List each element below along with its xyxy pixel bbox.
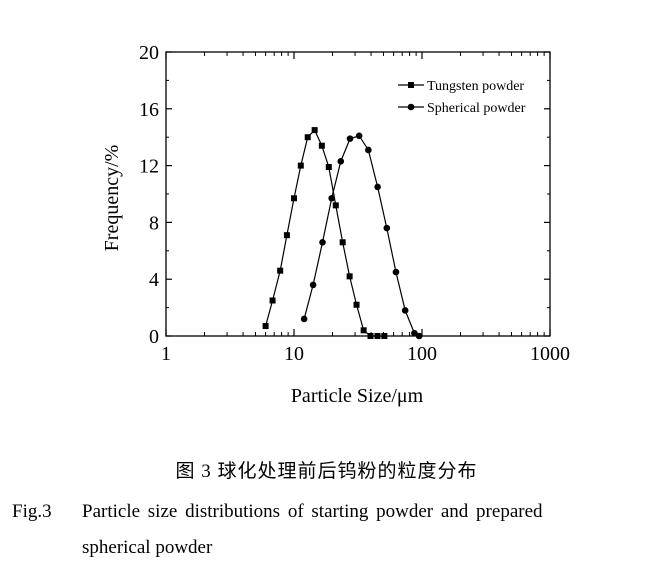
data-point: [309, 281, 317, 289]
data-point: [339, 239, 346, 246]
data-point: [337, 158, 345, 165]
y-tick-label: 0: [149, 326, 159, 348]
x-tick-label: 1: [161, 343, 171, 365]
x-tick-label: 10: [284, 343, 304, 365]
data-point: [297, 162, 304, 169]
data-point: [383, 224, 391, 232]
data-point: [365, 146, 372, 154]
plot-border: [165, 51, 551, 337]
caption-chinese: 图 3 球化处理前后钨粉的粒度分布: [175, 461, 478, 482]
data-point: [269, 297, 276, 304]
data-point: [381, 333, 388, 339]
x-axis-label: Particle Size/μm: [291, 385, 424, 407]
data-point: [353, 301, 360, 308]
data-point: [325, 164, 332, 171]
data-point: [283, 232, 290, 239]
data-point: [374, 333, 381, 339]
data-point: [304, 134, 311, 141]
data-point: [291, 195, 297, 202]
series-spherical: [300, 132, 423, 340]
caption-english: Fig.3 Particle size distributions of star…: [12, 494, 648, 566]
axis-ticks: 0 4 8 12 16 20 1 10 100 1000: [139, 42, 570, 365]
data-point: [367, 333, 374, 339]
data-point: [328, 194, 335, 202]
y-tick-label: 20: [139, 42, 159, 64]
data-point: [311, 127, 318, 134]
y-tick-label: 16: [139, 99, 159, 121]
caption-line-1: Particle size distributions of starting …: [82, 501, 543, 522]
data-point: [360, 327, 367, 334]
data-point: [262, 323, 269, 330]
legend-marker: [408, 82, 414, 88]
data-point: [415, 332, 423, 340]
data-point: [277, 267, 284, 274]
legend-label: Tungsten powder: [427, 79, 524, 94]
data-point: [318, 142, 325, 149]
data-point: [300, 315, 308, 323]
legend: Tungsten powder Spherical powder: [398, 79, 526, 116]
series-tungsten: [262, 127, 388, 339]
y-tick-label: 4: [149, 269, 159, 291]
legend-item: Spherical powder: [398, 101, 526, 116]
legend-label: Spherical powder: [427, 101, 526, 116]
series-line: [303, 135, 420, 337]
x-tick-label: 1000: [530, 343, 570, 365]
y-tick-label: 8: [149, 212, 159, 234]
data-point: [346, 135, 354, 142]
data-point: [355, 132, 363, 140]
data-point: [332, 202, 339, 209]
legend-item: Tungsten powder: [398, 79, 524, 94]
data-point: [401, 307, 409, 314]
x-tick-label: 100: [407, 343, 437, 365]
data-point: [392, 268, 400, 276]
y-axis-label: Frequency/%: [101, 145, 123, 252]
data-point: [411, 329, 418, 337]
legend-marker: [407, 103, 415, 111]
plot-frame: [165, 51, 551, 337]
data-point: [346, 273, 353, 280]
data-point: [319, 238, 326, 246]
y-tick-label: 12: [139, 156, 159, 178]
caption-figure-label: Fig.3: [12, 501, 52, 522]
series-layer: [262, 127, 423, 340]
particle-size-chart: 0 4 8 12 16 20 1 10 100 1000 Tungsten powder Spher…: [101, 42, 570, 407]
caption-line-2: spherical powder: [82, 537, 213, 558]
data-point: [374, 183, 381, 191]
